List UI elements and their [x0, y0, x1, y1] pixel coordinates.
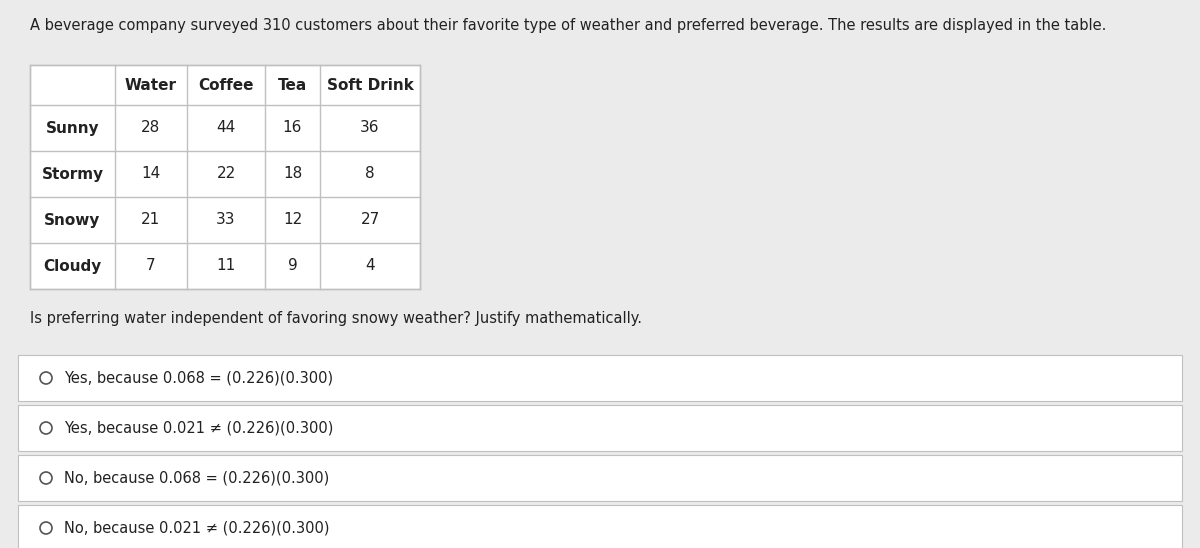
Text: 9: 9	[288, 259, 298, 273]
Text: 11: 11	[216, 259, 235, 273]
Text: Is preferring water independent of favoring snowy weather? Justify mathematicall: Is preferring water independent of favor…	[30, 311, 642, 326]
Text: Cloudy: Cloudy	[43, 259, 102, 273]
Text: Yes, because 0.021 ≠ (0.226)(0.300): Yes, because 0.021 ≠ (0.226)(0.300)	[64, 420, 334, 436]
Text: 4: 4	[365, 259, 374, 273]
Text: 22: 22	[216, 167, 235, 181]
Text: Yes, because 0.068 = (0.226)(0.300): Yes, because 0.068 = (0.226)(0.300)	[64, 370, 334, 385]
Text: Soft Drink: Soft Drink	[326, 77, 414, 93]
Text: Sunny: Sunny	[46, 121, 100, 135]
Text: 18: 18	[283, 167, 302, 181]
FancyBboxPatch shape	[18, 355, 1182, 401]
Text: Water: Water	[125, 77, 178, 93]
Text: Tea: Tea	[278, 77, 307, 93]
FancyBboxPatch shape	[18, 455, 1182, 501]
Text: Coffee: Coffee	[198, 77, 253, 93]
Text: 8: 8	[365, 167, 374, 181]
FancyBboxPatch shape	[18, 405, 1182, 451]
Text: 16: 16	[283, 121, 302, 135]
Text: A beverage company surveyed 310 customers about their favorite type of weather a: A beverage company surveyed 310 customer…	[30, 18, 1106, 33]
Text: 7: 7	[146, 259, 156, 273]
Text: No, because 0.068 = (0.226)(0.300): No, because 0.068 = (0.226)(0.300)	[64, 471, 329, 486]
FancyBboxPatch shape	[18, 505, 1182, 548]
Text: 27: 27	[360, 213, 379, 227]
Text: 12: 12	[283, 213, 302, 227]
Text: 36: 36	[360, 121, 379, 135]
Text: 21: 21	[142, 213, 161, 227]
Text: Snowy: Snowy	[44, 213, 101, 227]
Text: No, because 0.021 ≠ (0.226)(0.300): No, because 0.021 ≠ (0.226)(0.300)	[64, 521, 330, 535]
Text: Stormy: Stormy	[42, 167, 103, 181]
Text: 14: 14	[142, 167, 161, 181]
Text: 33: 33	[216, 213, 235, 227]
Text: 28: 28	[142, 121, 161, 135]
Text: 44: 44	[216, 121, 235, 135]
FancyBboxPatch shape	[30, 65, 420, 289]
